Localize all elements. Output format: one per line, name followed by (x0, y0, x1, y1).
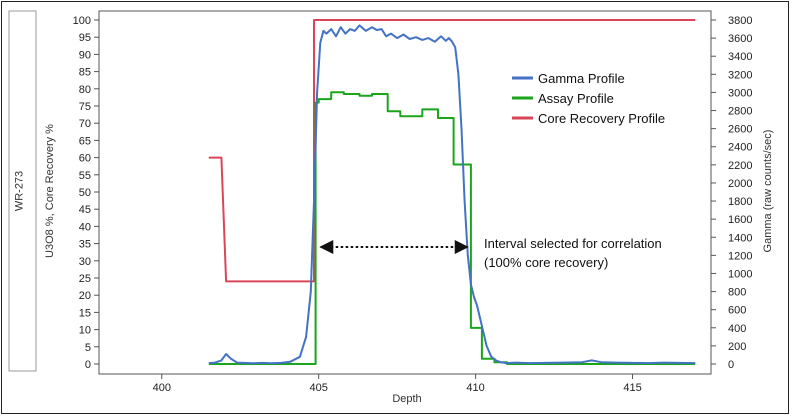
legend: Gamma Profile Assay Profile Core Recover… (512, 71, 665, 126)
y-left-tick-label: 20 (79, 290, 91, 302)
x-axis: 400 405 410 415 (153, 374, 642, 394)
y-right-tick-label: 2200 (728, 160, 752, 172)
legend-label-gamma: Gamma Profile (538, 71, 625, 86)
y-right-tick-label: 3000 (728, 87, 752, 99)
y-left-tick-label: 80 (79, 84, 91, 96)
y-left-tick-label: 70 (79, 118, 91, 130)
y-right-tick-label: 2800 (728, 106, 752, 118)
y-right-tick-label: 600 (728, 305, 746, 317)
assay-profile-line (208, 91, 696, 365)
legend-label-core-recovery: Core Recovery Profile (538, 111, 665, 126)
y-right-tick-label: 200 (728, 341, 746, 353)
panel-label: WR-273 (14, 171, 26, 211)
y-right-tick-label: 1600 (728, 214, 752, 226)
y-right-tick-label: 1400 (728, 232, 752, 244)
side-label-panel (8, 10, 37, 372)
y-right-tick-label: 1000 (728, 268, 752, 280)
y-left-tick-label: 60 (79, 153, 91, 165)
x-tick-label: 410 (466, 382, 484, 394)
y-right-tick-label: 3600 (728, 33, 752, 45)
x-tick-label: 405 (310, 382, 328, 394)
y-left-tick-label: 50 (79, 187, 91, 199)
y-right-tick-label: 2600 (728, 124, 752, 136)
y-left-tick-label: 100 (73, 15, 91, 27)
series-layer (208, 19, 696, 365)
y-left-tick-label: 5 (85, 342, 91, 354)
y-right-tick-label: 800 (728, 287, 746, 299)
y-left-tick-label: 35 (79, 239, 91, 251)
y-right-tick-label: 1200 (728, 250, 752, 262)
y-left-tick-label: 10 (79, 325, 91, 337)
y-left-tick-label: 0 (85, 359, 91, 371)
x-tick-label: 415 (623, 382, 641, 394)
y-left-tick-label: 30 (79, 256, 91, 268)
y-left-tick-label: 85 (79, 67, 91, 79)
x-axis-title: Depth (392, 393, 421, 405)
gamma-profile-line (208, 24, 696, 365)
y-left-tick-label: 40 (79, 221, 91, 233)
y-right-tick-label: 2400 (728, 142, 752, 154)
y-left-tick-label: 90 (79, 49, 91, 61)
plot-area (98, 10, 712, 375)
y-left-tick-label: 45 (79, 204, 91, 216)
y-left-tick-label: 15 (79, 307, 91, 319)
y-left-tick-label: 95 (79, 32, 91, 44)
annotation-line-1: Interval selected for correlation (484, 236, 662, 251)
y-right-tick-label: 0 (728, 359, 734, 371)
y-left-tick-label: 65 (79, 135, 91, 147)
annotation-line-2: (100% core recovery) (484, 255, 608, 270)
y-left-tick-label: 25 (79, 273, 91, 285)
y-left-tick-label: 75 (79, 101, 91, 113)
y-right-axis-title: Gamma (raw counts/sec) (762, 130, 774, 253)
legend-label-assay: Assay Profile (538, 91, 614, 106)
y-right-tick-label: 3800 (728, 15, 752, 27)
y-right-tick-label: 400 (728, 323, 746, 335)
y-right-tick-label: 3200 (728, 69, 752, 81)
y-right-axis: 0 200 400 600 800 1000 1200 1400 1600 1800 2000 220… (711, 15, 752, 371)
x-tick-label: 400 (153, 382, 171, 394)
y-right-tick-label: 2000 (728, 178, 752, 190)
y-left-axis: 0 5 10 15 20 25 30 35 40 45 50 55 60 65 70 75 80 85 90 95 10… (73, 15, 99, 371)
core-recovery-profile-line (208, 19, 696, 283)
y-right-tick-label: 3400 (728, 51, 752, 63)
y-right-tick-label: 1800 (728, 196, 752, 208)
y-left-axis-title: U3O8 %, Core Recovery % (44, 124, 56, 258)
y-left-tick-label: 55 (79, 170, 91, 182)
